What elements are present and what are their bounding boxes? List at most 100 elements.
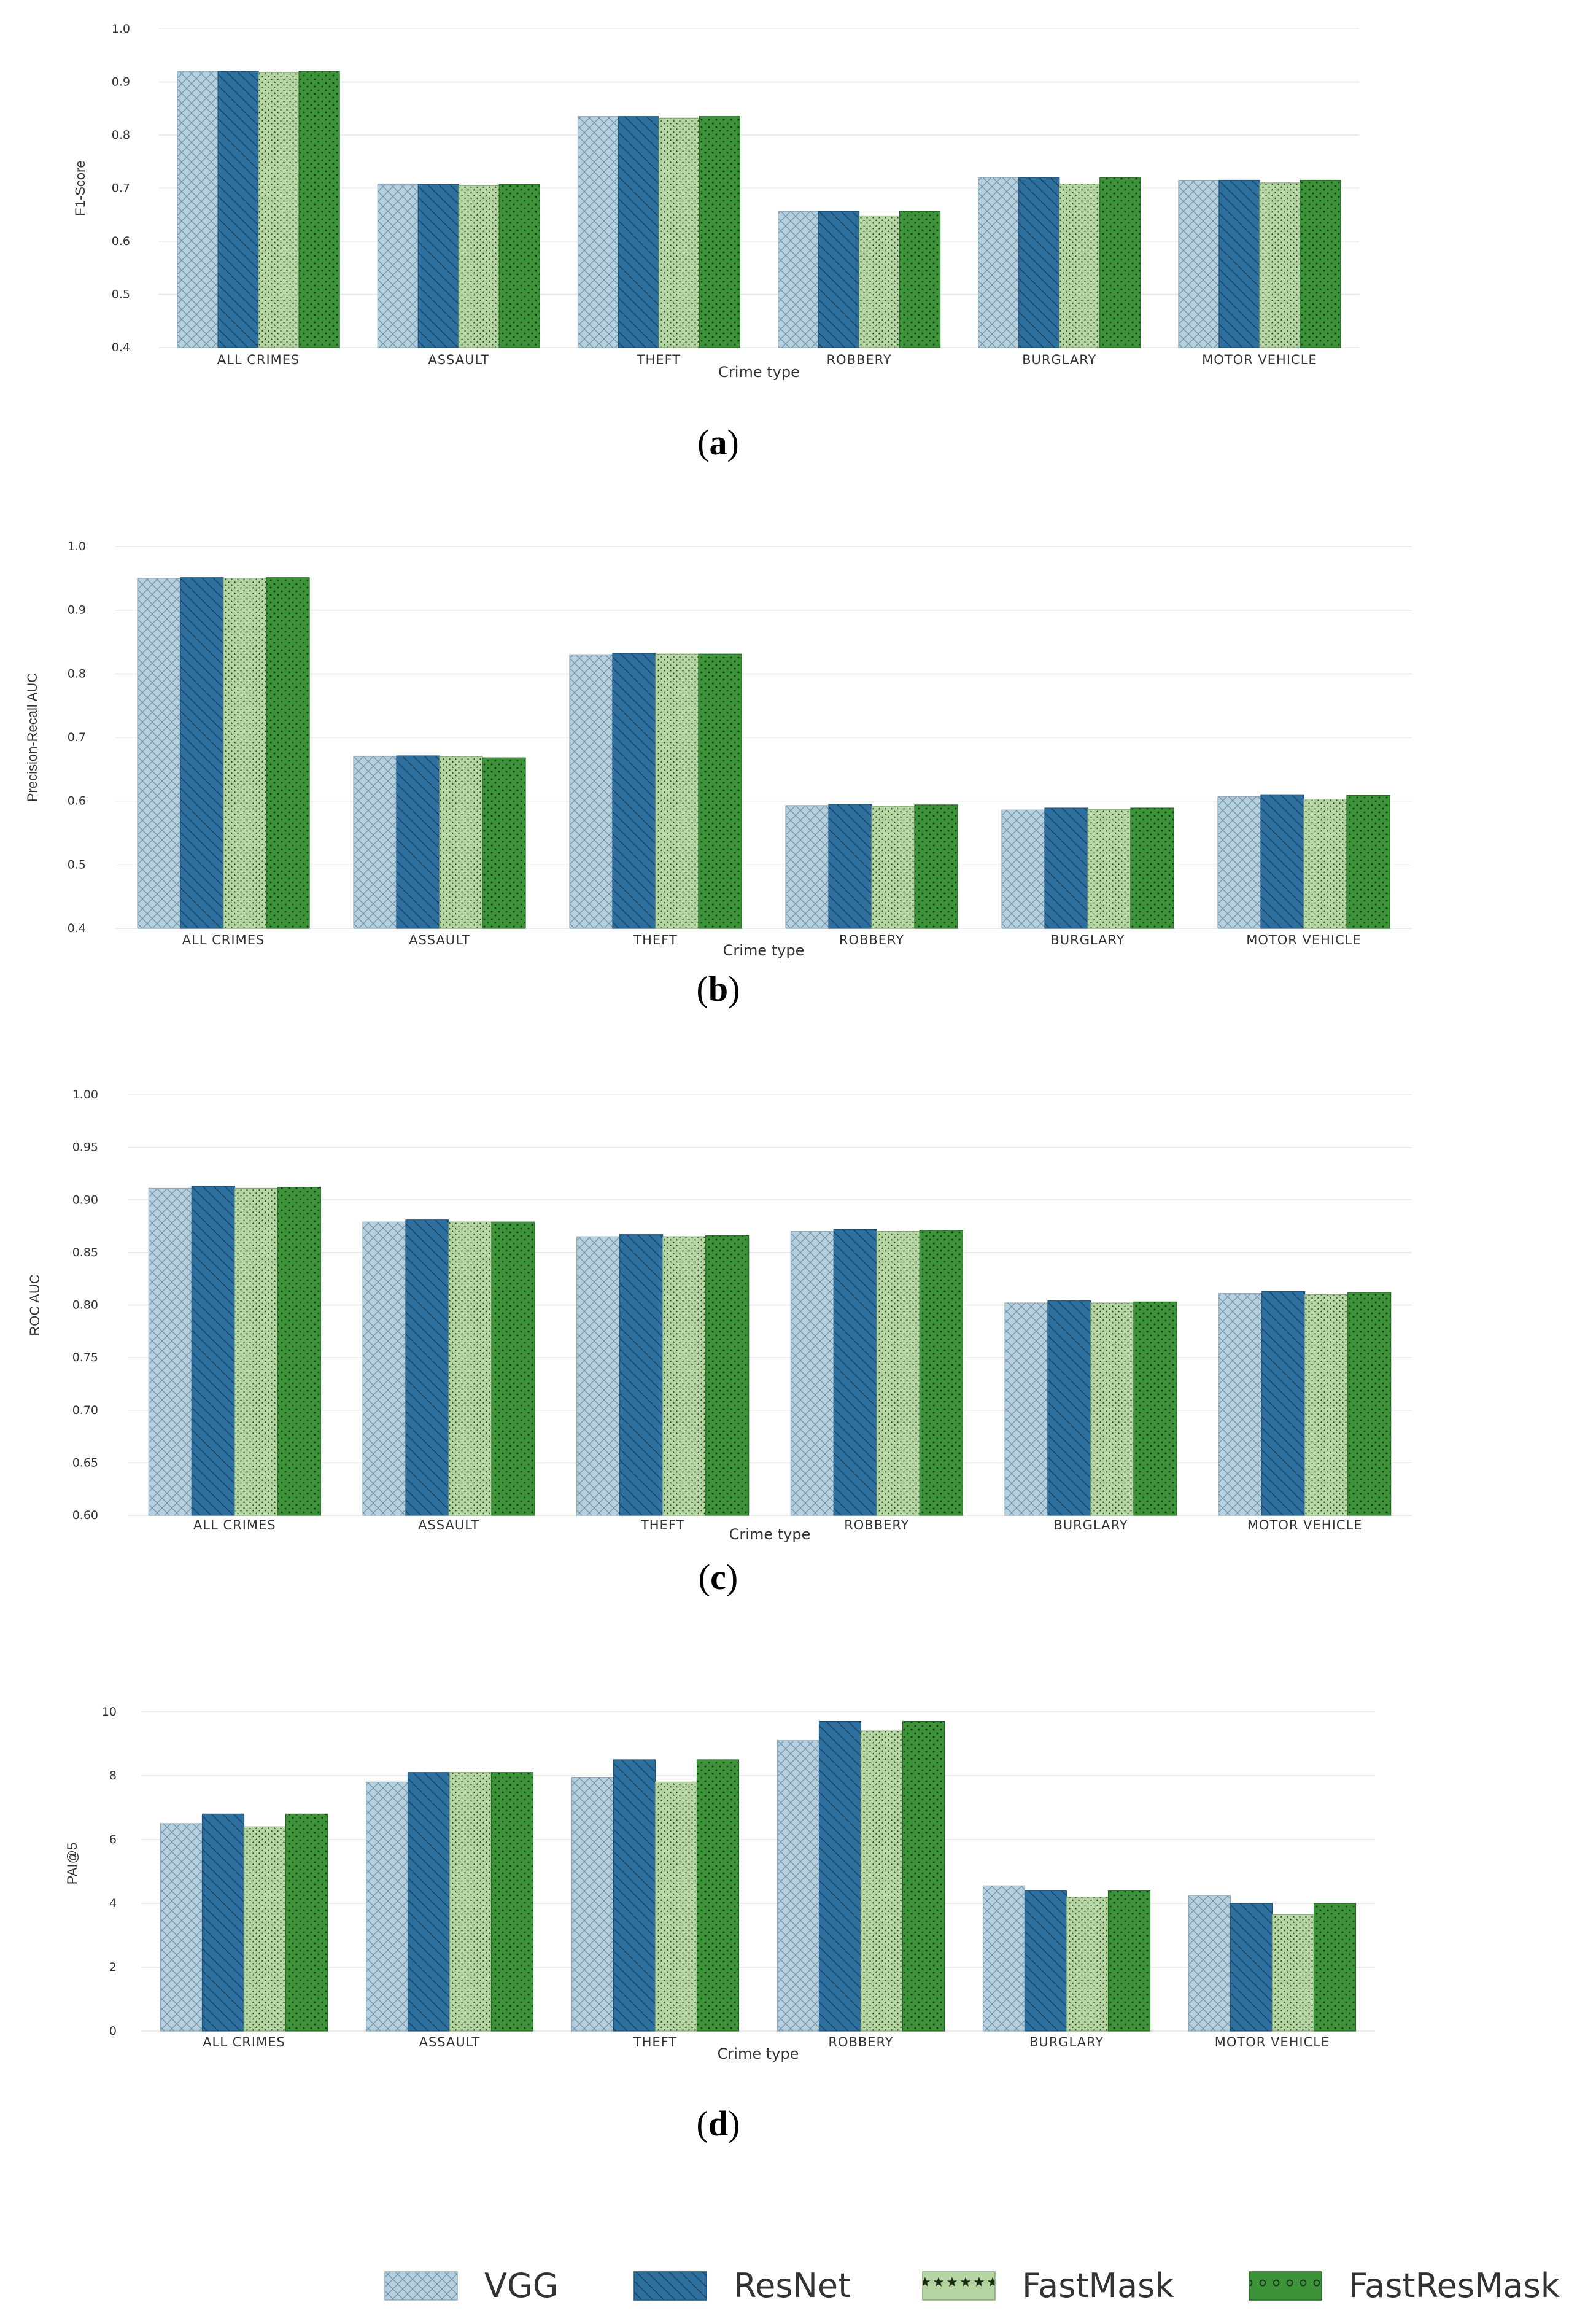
bar-resnet-motor-vehicle: [1260, 794, 1304, 929]
y-tick-label: 0.85: [72, 1246, 98, 1259]
bar-fastmask-assault: [439, 756, 483, 929]
y-tick-label: 0.9: [112, 76, 130, 89]
legend-label: FastResMask: [1349, 2266, 1560, 2305]
bar-resnet-all-crimes: [217, 71, 259, 348]
bar-fastresmask-assault: [498, 184, 540, 348]
bar-fastresmask-theft: [698, 653, 742, 929]
legend: VGG ResNet FastMask FastResMask: [384, 2266, 1560, 2305]
bar-fastmask-robbery: [858, 215, 901, 348]
bar-resnet-all-crimes: [180, 577, 224, 929]
bar-fastresmask-motor-vehicle: [1347, 1292, 1392, 1516]
bar-fastmask-theft: [655, 653, 699, 929]
bar-fastmask-theft: [662, 1236, 707, 1516]
bar-fastresmask-motor-vehicle: [1346, 795, 1390, 929]
bar-fastresmask-robbery: [919, 1230, 963, 1516]
bar-vgg-assault: [353, 756, 397, 929]
x-axis-title: Crime type: [718, 363, 800, 381]
y-axis-title: PAI@5: [64, 1843, 80, 1884]
legend-swatch: [384, 2271, 458, 2301]
bar-resnet-theft: [613, 1759, 656, 2032]
bar-resnet-robbery: [818, 211, 860, 348]
bar-vgg-burglary: [978, 177, 1020, 348]
y-tick-label: 0.6: [112, 235, 130, 248]
x-tick-label: ALL CRIMES: [193, 1518, 276, 1533]
bar-fastmask-motor-vehicle: [1303, 798, 1347, 929]
bar-fastmask-theft: [658, 117, 700, 348]
bar-vgg-robbery: [777, 1740, 820, 2032]
bar-vgg-robbery: [790, 1231, 834, 1516]
bar-resnet-theft: [612, 653, 656, 929]
bar-fastmask-assault: [448, 1221, 492, 1516]
bar-fastresmask-burglary: [1107, 1890, 1151, 2032]
bar-fastmask-all-crimes: [258, 72, 300, 348]
bar-fastmask-theft: [654, 1781, 698, 2032]
bar-vgg-burglary: [982, 1885, 1026, 2032]
bar-fastresmask-all-crimes: [285, 1813, 328, 2032]
bar-vgg-motor-vehicle: [1188, 1895, 1231, 2032]
bar-vgg-all-crimes: [177, 71, 219, 348]
legend-swatch: [922, 2271, 996, 2301]
bar-fastresmask-burglary: [1133, 1301, 1177, 1516]
y-tick-label: 0.60: [72, 1509, 98, 1522]
bar-fastresmask-all-crimes: [298, 71, 340, 348]
y-tick-label: 0.65: [72, 1456, 98, 1469]
bar-vgg-assault: [377, 184, 419, 348]
bar-fastresmask-all-crimes: [277, 1187, 321, 1516]
bar-fastmask-all-crimes: [223, 578, 267, 929]
y-tick-label: 0.95: [72, 1141, 98, 1154]
y-tick-label: 1.00: [72, 1088, 98, 1102]
y-axis-title: F1-Score: [72, 160, 88, 216]
bar-fastmask-assault: [458, 185, 500, 348]
bar-fastresmask-assault: [491, 1221, 535, 1516]
bar-vgg-theft: [571, 1777, 614, 2032]
x-tick-label: ROBBERY: [839, 933, 904, 947]
x-tick-label: THEFT: [633, 2035, 677, 2050]
y-tick-label: 10: [102, 1705, 117, 1719]
x-tick-label: BURGLARY: [1022, 352, 1096, 367]
bar-resnet-robbery: [828, 804, 872, 929]
bar-resnet-robbery: [833, 1229, 877, 1516]
bar-vgg-motor-vehicle: [1217, 796, 1261, 929]
y-tick-label: 1.0: [68, 540, 86, 553]
bar-vgg-assault: [362, 1221, 406, 1516]
bar-vgg-theft: [577, 116, 619, 348]
legend-label: ResNet: [734, 2266, 851, 2305]
bar-fastmask-motor-vehicle: [1304, 1294, 1349, 1516]
x-tick-label: ROBBERY: [828, 2035, 893, 2050]
x-tick-label: MOTOR VEHICLE: [1215, 2035, 1330, 2050]
bar-vgg-assault: [365, 1781, 409, 2032]
y-tick-label: 0.70: [72, 1404, 98, 1417]
bar-resnet-assault: [407, 1772, 451, 2032]
bar-resnet-burglary: [1044, 807, 1088, 929]
y-tick-label: 0.5: [112, 288, 130, 301]
bar-fastresmask-burglary: [1099, 177, 1141, 348]
bar-fastmask-burglary: [1090, 1302, 1134, 1516]
bar-vgg-motor-vehicle: [1178, 179, 1220, 348]
bar-fastresmask-robbery: [914, 804, 958, 929]
y-tick-label: 0.4: [112, 341, 130, 354]
x-tick-label: ASSAULT: [428, 352, 489, 367]
bar-fastmask-burglary: [1059, 183, 1101, 348]
legend-label: VGG: [484, 2266, 559, 2305]
x-tick-label: THEFT: [637, 352, 681, 367]
y-tick-label: 4: [109, 1897, 117, 1910]
legend-item-resnet: ResNet: [633, 2266, 851, 2305]
bar-vgg-all-crimes: [160, 1823, 203, 2032]
bar-fastmask-motor-vehicle: [1271, 1914, 1315, 2032]
bar-fastmask-all-crimes: [234, 1187, 278, 1516]
bar-vgg-theft: [576, 1236, 621, 1516]
x-tick-label: ALL CRIMES: [182, 933, 265, 947]
bar-resnet-motor-vehicle: [1261, 1291, 1306, 1516]
bar-fastresmask-robbery: [902, 1721, 945, 2032]
x-tick-label: MOTOR VEHICLE: [1246, 933, 1362, 947]
x-tick-label: BURGLARY: [1050, 933, 1125, 947]
x-axis-title: Crime type: [718, 2045, 799, 2062]
y-tick-label: 0.90: [72, 1193, 98, 1207]
y-tick-label: 0.8: [112, 128, 130, 142]
y-tick-label: 2: [109, 1960, 117, 1974]
legend-swatch: [633, 2271, 707, 2301]
bar-resnet-motor-vehicle: [1218, 179, 1260, 348]
y-axis-title: Precision-Recall AUC: [25, 673, 40, 802]
y-tick-label: 0.9: [68, 604, 86, 617]
